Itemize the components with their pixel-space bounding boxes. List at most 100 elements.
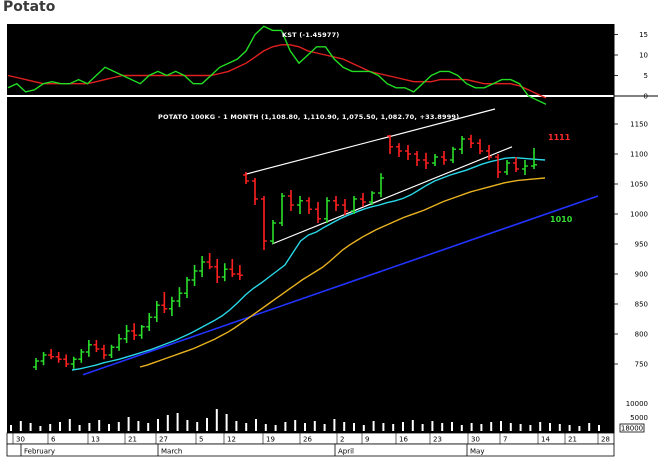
- volume-bar: [353, 423, 355, 431]
- candle: [477, 139, 483, 154]
- candle: [360, 193, 366, 207]
- volume-bar: [264, 424, 267, 431]
- candle: [504, 160, 510, 175]
- volume-bar: [333, 419, 336, 431]
- channel-upper: [244, 108, 496, 175]
- volume-bar: [539, 422, 542, 431]
- candle: [153, 301, 160, 322]
- candle: [221, 263, 228, 282]
- price-tick-label: 1000: [630, 211, 648, 219]
- volume-bar: [39, 426, 42, 431]
- candles: [33, 134, 537, 370]
- candle: [495, 154, 501, 178]
- volume-bar: [29, 423, 32, 431]
- volume-bar: [451, 422, 453, 431]
- candle: [229, 259, 236, 277]
- annotation-resistance: 1111: [548, 133, 571, 142]
- kst-tick-label: 10: [639, 52, 648, 60]
- volume-bar: [19, 421, 22, 431]
- volume-bar: [558, 424, 561, 431]
- candle: [131, 323, 138, 340]
- candle: [432, 154, 438, 166]
- volume-bars: [10, 409, 600, 431]
- volume-bar: [127, 417, 130, 431]
- volume-bar: [460, 425, 463, 431]
- indicator-lines: [71, 108, 599, 376]
- volume-bar: [343, 422, 346, 431]
- candle: [236, 265, 243, 280]
- month-label: March: [161, 448, 182, 456]
- candle: [191, 265, 198, 286]
- volume-bar: [196, 422, 199, 431]
- date-tick-label: 2: [340, 436, 344, 444]
- volume-tick-label: 10000: [626, 400, 648, 408]
- kst-tick-label: 5: [644, 72, 648, 80]
- volume-bar: [578, 426, 581, 431]
- candle: [342, 199, 348, 216]
- candle: [40, 352, 47, 366]
- candle: [168, 296, 175, 316]
- volume-bar: [108, 424, 110, 431]
- candle: [184, 277, 190, 298]
- date-tick-label: 6: [51, 436, 56, 444]
- volume-bar: [215, 409, 218, 431]
- volume-bar: [117, 422, 120, 431]
- volume-bar: [588, 423, 591, 431]
- price-tick-label: 750: [635, 361, 648, 369]
- annotation-support: 1010: [550, 215, 573, 224]
- volume-bar: [372, 421, 375, 431]
- candle: [123, 325, 130, 343]
- volume-bar: [304, 423, 306, 431]
- volume-bar: [235, 421, 238, 431]
- candle: [214, 259, 221, 283]
- candle: [78, 349, 85, 363]
- date-tick-label: 14: [541, 436, 550, 444]
- date-tick-label: 23: [433, 436, 442, 444]
- trendline: [82, 195, 599, 376]
- date-tick-label: 5: [199, 436, 203, 444]
- month-label: April: [338, 448, 354, 456]
- candle: [459, 136, 465, 154]
- date-tick-label: 26: [303, 436, 312, 444]
- volume-bar: [323, 424, 326, 431]
- volume-bar: [382, 423, 385, 431]
- volume-bar: [186, 420, 189, 431]
- y-axis: 1510501150110010501000950900850800750100…: [614, 31, 648, 433]
- price-tick-label: 900: [635, 271, 648, 279]
- volume-bar: [137, 421, 140, 431]
- candle: [315, 202, 321, 223]
- candle: [33, 358, 39, 370]
- candle: [405, 145, 411, 160]
- price-panel: [7, 97, 614, 433]
- volume-bar: [206, 418, 208, 431]
- volume-bar: [225, 414, 228, 431]
- volume-bar: [480, 424, 483, 431]
- volume-bar: [431, 421, 434, 431]
- candle: [108, 344, 115, 358]
- volume-bar: [500, 421, 502, 431]
- candle: [206, 253, 213, 270]
- volume-bar: [509, 423, 512, 431]
- date-tick-label: 9: [365, 436, 369, 444]
- date-tick-label: 19: [266, 436, 275, 444]
- candle: [324, 197, 330, 223]
- volume-bar: [68, 419, 71, 431]
- candle: [450, 146, 456, 163]
- volume-bar: [284, 422, 287, 431]
- kst-tick-label: 0: [644, 93, 648, 101]
- volume-bar: [10, 425, 12, 431]
- volume-bar: [176, 413, 179, 431]
- volume-bar: [255, 419, 257, 431]
- price-tick-label: 1050: [630, 181, 648, 189]
- volume-badge-label: 18000: [621, 425, 643, 433]
- candle: [100, 344, 107, 360]
- candle: [116, 334, 123, 351]
- candle: [468, 134, 474, 148]
- x-axis: 30 6 13 21 27 5 12 19 26 2 9 16 23 30 7 14 21 28 February M…: [12, 433, 610, 456]
- date-tick-label: 7: [503, 436, 507, 444]
- candle: [70, 356, 77, 369]
- candle: [252, 178, 258, 205]
- volume-bar: [392, 424, 395, 431]
- chart-caption: POTATO 100KG - 1 MONTH (1,108.80, 1,110.…: [158, 113, 459, 121]
- price-tick-label: 800: [635, 331, 648, 339]
